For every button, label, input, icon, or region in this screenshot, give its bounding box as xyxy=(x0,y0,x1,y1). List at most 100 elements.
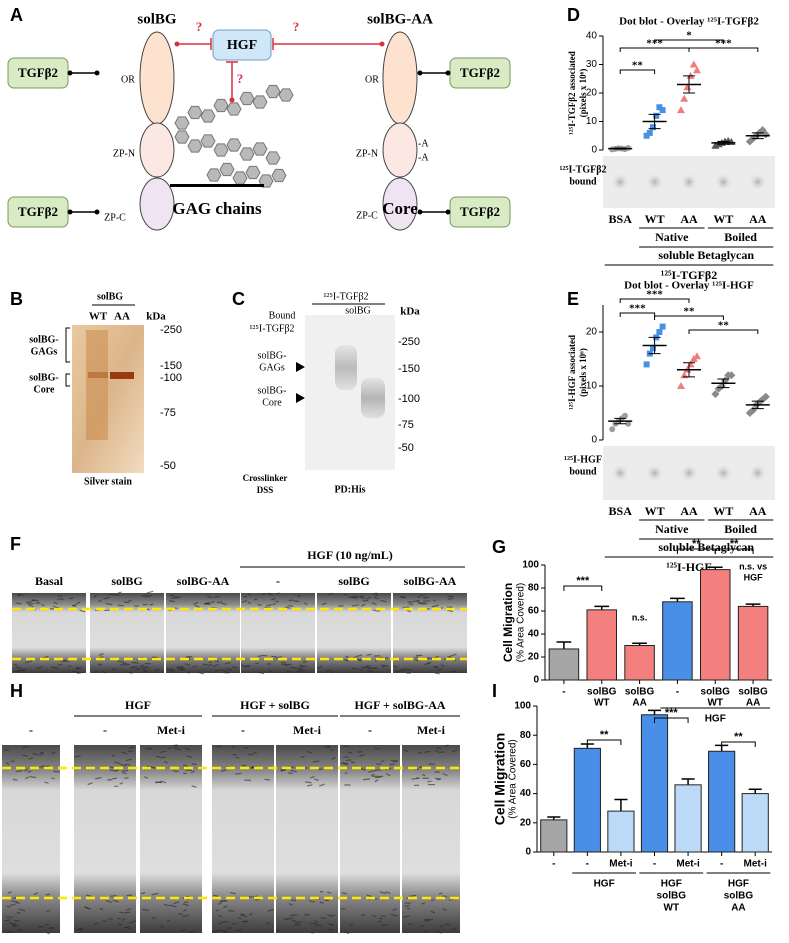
cell xyxy=(222,931,228,934)
blot-spot xyxy=(714,173,733,191)
significance-label: n.s. vs xyxy=(739,561,767,571)
gag-sugar xyxy=(226,138,242,152)
data-point xyxy=(659,323,666,330)
cell xyxy=(13,669,21,673)
cell xyxy=(381,923,389,926)
bar xyxy=(586,609,618,681)
cell xyxy=(293,600,300,603)
data-point xyxy=(659,107,666,114)
label: -150 xyxy=(398,363,420,375)
error-bar xyxy=(681,778,695,785)
cell xyxy=(295,920,302,924)
cell xyxy=(208,661,213,664)
label: HGF xyxy=(594,879,615,890)
label: - xyxy=(29,723,33,737)
cell xyxy=(141,668,147,672)
cell xyxy=(392,908,398,911)
cell xyxy=(93,670,98,673)
gag-sugar xyxy=(252,95,268,109)
cell xyxy=(5,762,10,766)
cell xyxy=(73,670,80,674)
label: ¹²⁵I-HGF xyxy=(564,454,602,465)
label: ZP-C xyxy=(104,212,126,223)
cell xyxy=(15,602,22,605)
y-tick-label: 20 xyxy=(528,652,540,663)
x-tick-label: AA xyxy=(680,504,698,518)
cell xyxy=(355,595,362,599)
label: OR xyxy=(121,74,135,85)
micrograph xyxy=(212,745,274,933)
cell xyxy=(254,598,258,601)
label: solBG- xyxy=(258,350,287,361)
blot-spot xyxy=(645,464,664,482)
label: Cell Migration xyxy=(492,733,508,826)
cell xyxy=(286,670,293,674)
cell xyxy=(71,604,77,607)
micrograph xyxy=(90,593,164,673)
cell xyxy=(385,773,391,777)
significance-label: ** xyxy=(718,320,730,332)
cell xyxy=(140,891,146,895)
cell xyxy=(275,592,280,595)
cell xyxy=(128,746,135,749)
cell xyxy=(190,770,196,774)
cell xyxy=(111,754,116,757)
panel-letter: I xyxy=(492,681,497,701)
label: Crosslinker xyxy=(243,473,288,483)
label: Met-i xyxy=(293,723,322,737)
cell xyxy=(144,776,149,779)
cell xyxy=(409,894,417,897)
label: Native xyxy=(655,522,689,536)
label: (pixels x 10⁶) xyxy=(578,69,588,118)
cell xyxy=(221,602,227,606)
blot-spot xyxy=(748,173,767,191)
cell xyxy=(10,900,18,903)
cell xyxy=(446,609,453,613)
cell xyxy=(117,604,124,607)
label: solBG xyxy=(97,291,123,302)
label: HGF xyxy=(728,879,749,890)
cell xyxy=(113,761,122,765)
label: solBG xyxy=(657,891,687,902)
gag-sugar xyxy=(239,91,255,106)
gag-sugar xyxy=(278,88,294,102)
panel-letter: D xyxy=(567,5,580,25)
label: bound xyxy=(569,466,597,477)
cell xyxy=(121,751,128,755)
error-bar xyxy=(717,378,730,389)
gel-band xyxy=(88,372,108,378)
significance-bracket xyxy=(688,329,759,334)
error-bar xyxy=(717,140,730,145)
cell xyxy=(15,901,21,904)
data-point xyxy=(650,345,656,352)
gel-band xyxy=(110,372,134,379)
cell xyxy=(381,664,389,667)
cell xyxy=(438,668,442,671)
x-tick-label: Met-i xyxy=(744,859,768,870)
cell xyxy=(252,895,258,899)
cell xyxy=(103,596,110,600)
micrograph xyxy=(317,593,391,673)
cell xyxy=(321,602,327,606)
cell xyxy=(345,759,352,762)
x-tick-label: WT xyxy=(713,504,733,518)
significance-label: *** xyxy=(646,289,663,301)
significance-label: *** xyxy=(576,575,590,587)
label: Dot blot - Overlay ¹²⁵I-HGF xyxy=(624,280,754,292)
cell xyxy=(112,899,119,903)
cell xyxy=(45,931,50,935)
cell xyxy=(291,919,297,923)
gag-sugar xyxy=(174,116,190,130)
significance-bracket xyxy=(654,315,724,320)
cell xyxy=(284,663,292,666)
label: HGF xyxy=(227,38,257,53)
cell xyxy=(257,671,265,675)
cell xyxy=(215,669,221,672)
cell xyxy=(160,780,167,784)
or-domain xyxy=(139,31,175,125)
cell xyxy=(261,593,267,595)
cell xyxy=(151,916,156,920)
cell xyxy=(268,593,272,596)
zpc-domain xyxy=(382,177,418,231)
data-point xyxy=(680,94,689,102)
